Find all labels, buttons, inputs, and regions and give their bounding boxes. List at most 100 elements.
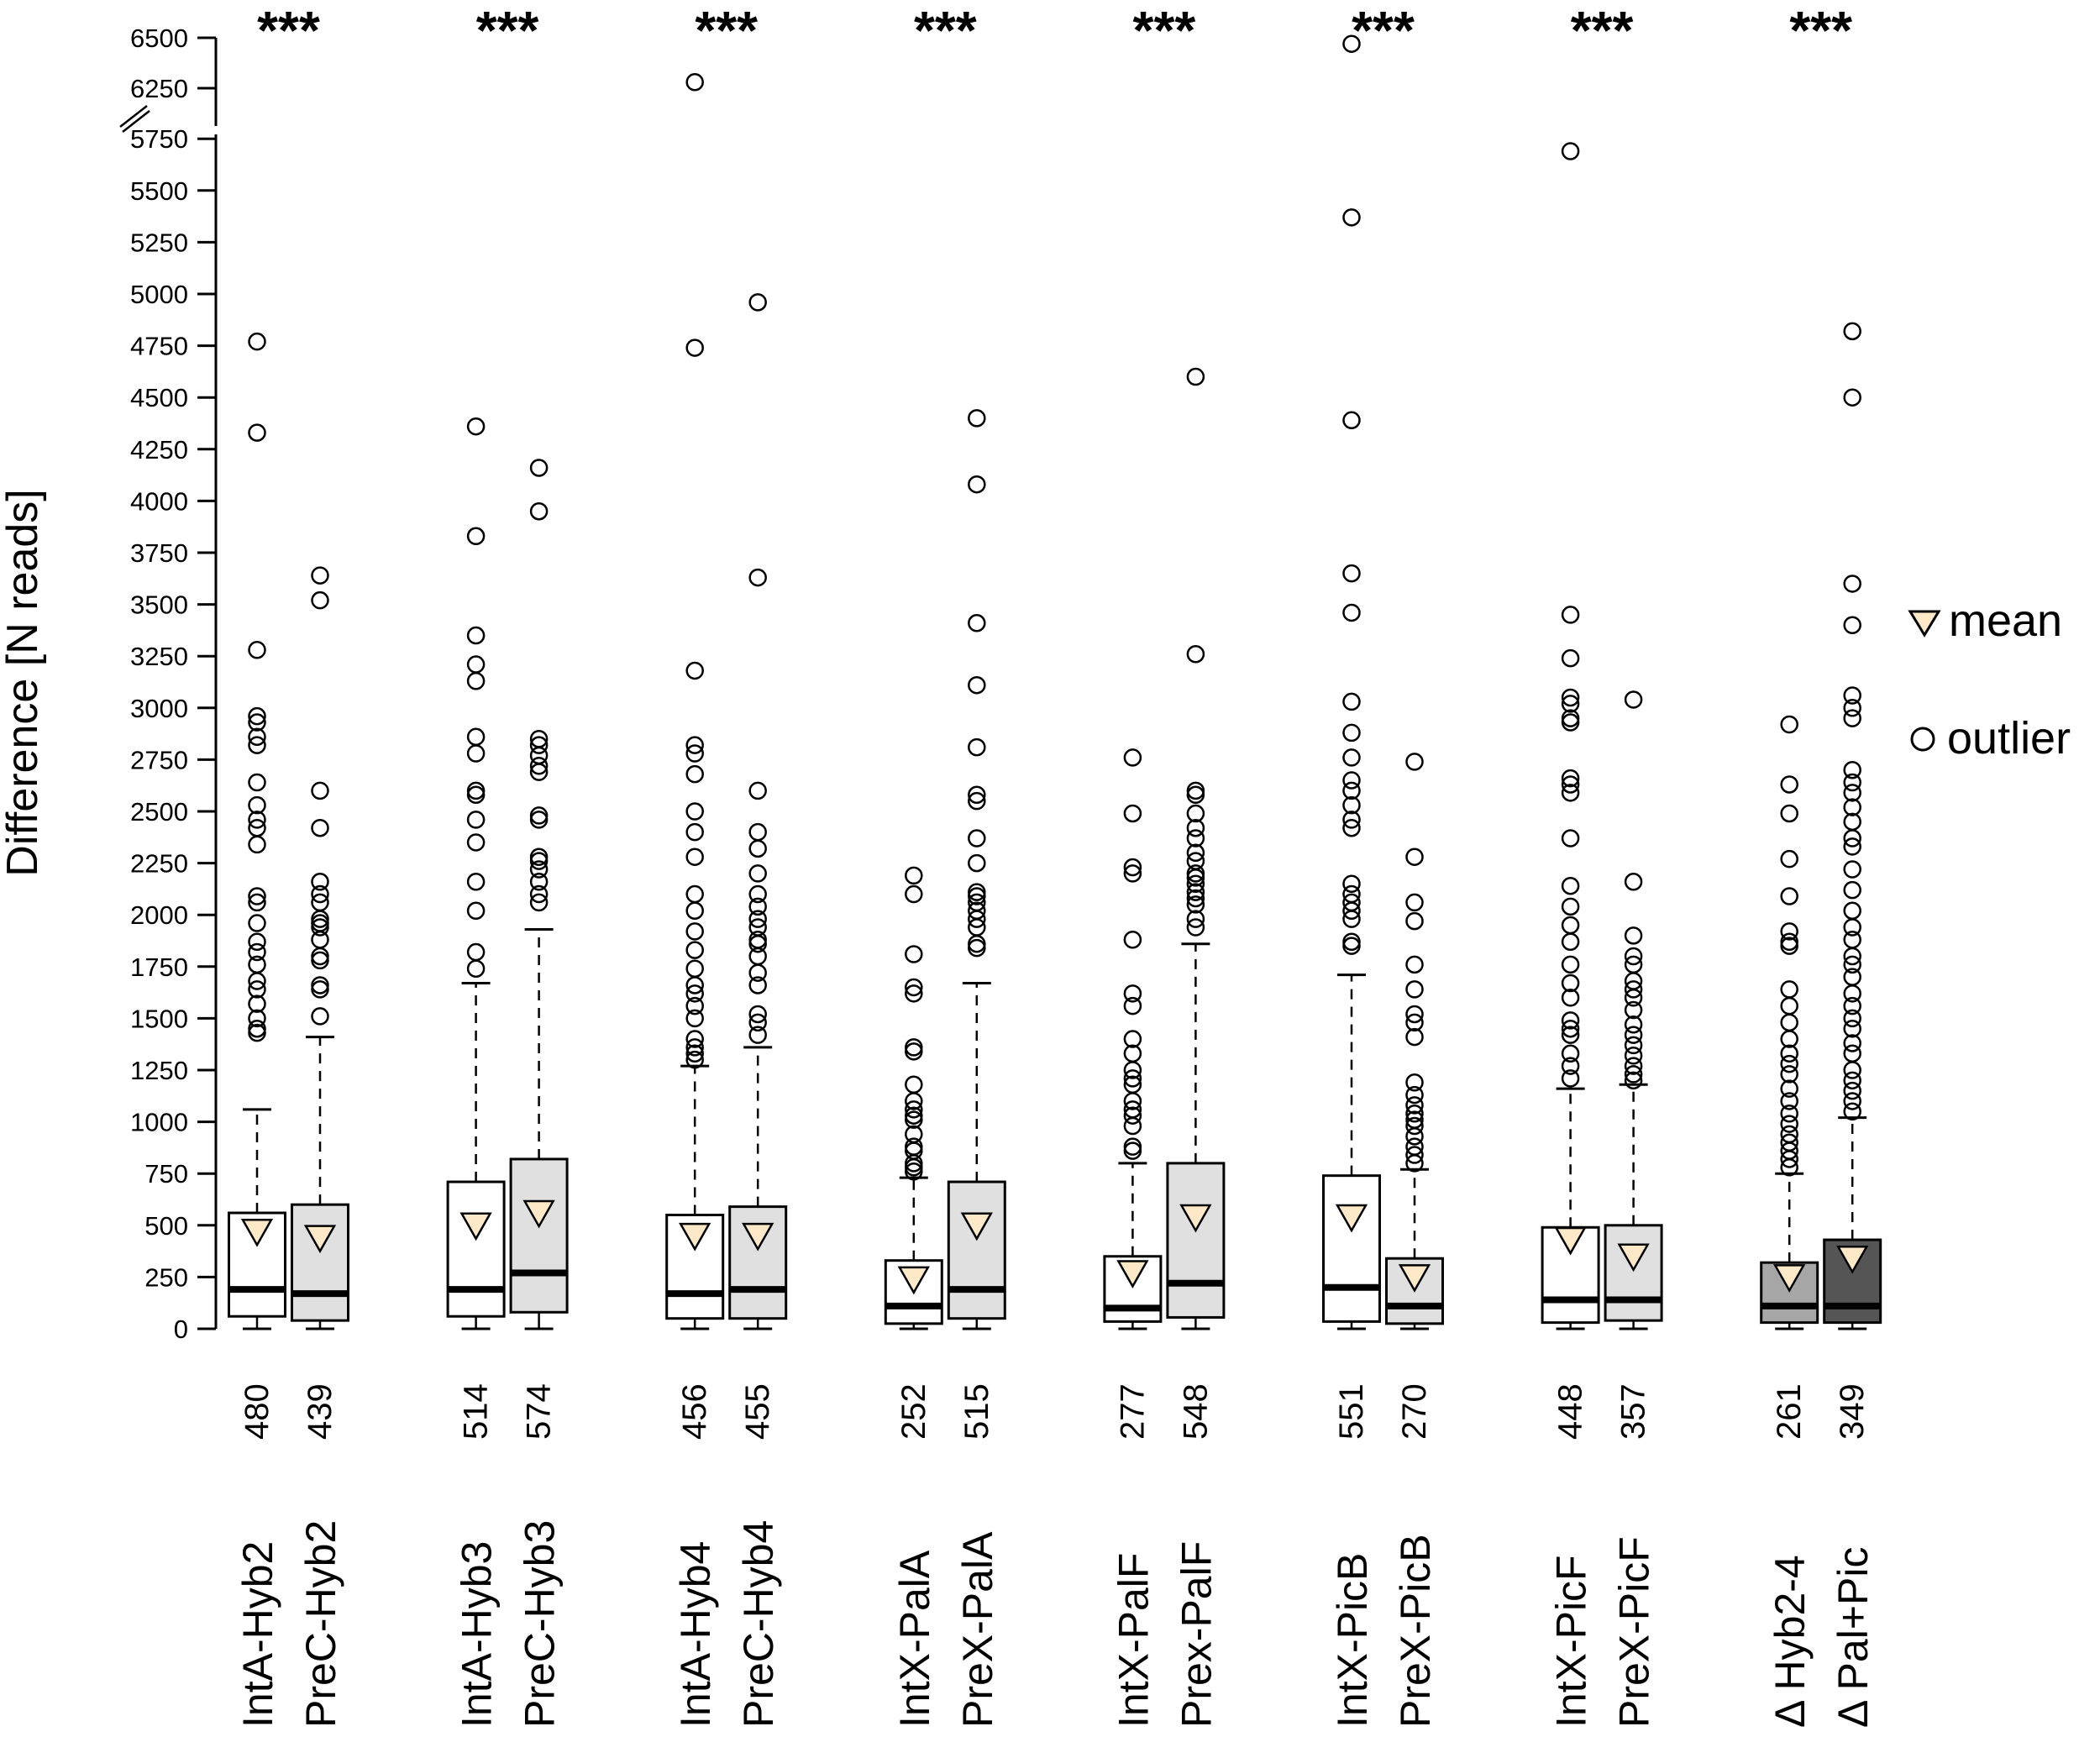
outlier-point [1123, 1061, 1142, 1079]
outlier-point [748, 1026, 767, 1044]
mean-marker [1773, 1264, 1806, 1293]
outlier-point [529, 860, 549, 879]
outlier-point [1624, 1036, 1643, 1055]
outlier-point [1624, 947, 1643, 966]
box-intx-pala: 252 IntX-PalA [884, 866, 943, 1728]
outlier-point [1780, 1079, 1798, 1098]
box-iqr [446, 1180, 506, 1318]
outlier-point [1342, 34, 1361, 53]
outlier-point [466, 901, 486, 921]
outlier-point [1843, 996, 1861, 1015]
category-label: IntA-Hyb3 [454, 1541, 501, 1728]
outlier-point [1624, 926, 1643, 945]
outlier-point [529, 501, 549, 521]
outlier-point [248, 994, 266, 1013]
outlier-point [1780, 887, 1798, 905]
outlier-point [685, 959, 704, 979]
outlier-point [1405, 1127, 1424, 1146]
outlier-point [1843, 1061, 1861, 1079]
outlier-point [1843, 1034, 1861, 1052]
outlier-point [1843, 773, 1861, 792]
outlier-point [311, 873, 329, 891]
outlier-point [1624, 980, 1643, 999]
outlier-point [685, 976, 704, 994]
mean-marker [1836, 1245, 1869, 1274]
significance-marker: *** [695, 0, 758, 60]
outlier-point [466, 417, 486, 436]
significance-marker: *** [1571, 0, 1634, 60]
outlier-point [1780, 1054, 1798, 1073]
category-label: IntX-PicB [1329, 1553, 1376, 1728]
significance-marker: *** [1352, 0, 1415, 60]
outlier-point [1624, 1015, 1643, 1034]
outlier-point [1123, 748, 1142, 767]
outlier-point [1405, 1104, 1424, 1123]
outlier-point [1405, 1013, 1424, 1032]
sample-count: 515 [958, 1383, 995, 1440]
outlier-point [1843, 798, 1861, 816]
outlier-point [529, 884, 549, 904]
outlier-point [1843, 1071, 1861, 1090]
y-tick-label: 3750 [130, 538, 188, 568]
box--pal-pic: 349 Δ Pal+Pic [1823, 322, 1882, 1728]
outlier-point [685, 764, 704, 784]
mean-marker [897, 1266, 930, 1295]
outlier-point [905, 978, 923, 997]
y-tick-label: 3250 [130, 642, 188, 671]
box-iqr [1322, 1174, 1381, 1323]
category-label: PreC-Hyb4 [735, 1520, 782, 1728]
sample-count: 551 [1333, 1383, 1370, 1440]
outlier-point [1186, 910, 1205, 928]
outlier-point [1405, 893, 1424, 912]
significance-marker: *** [476, 0, 539, 60]
y-tick-label: 1750 [130, 952, 188, 982]
outlier-point [685, 984, 704, 1003]
outlier-point [1561, 784, 1580, 802]
mean-marker [1554, 1226, 1587, 1256]
outlier-point [685, 941, 704, 959]
outlier-point [1186, 868, 1205, 887]
outlier-point [1342, 818, 1361, 837]
outlier-point [466, 655, 486, 674]
outlier-point [466, 833, 486, 852]
mean-marker [1335, 1204, 1368, 1233]
outlier-point [1780, 1013, 1798, 1032]
outlier-point [968, 675, 986, 695]
outlier-point [529, 459, 549, 477]
outlier-point [1186, 843, 1205, 863]
outlier-point [1843, 837, 1861, 856]
outlier-point [1123, 1092, 1142, 1110]
outlier-point [1843, 388, 1861, 407]
y-axis-label: Difference [N reads] [0, 489, 47, 876]
outlier-point [1561, 1011, 1580, 1030]
y-tick-label: 3000 [130, 694, 188, 723]
outlier-point [1123, 984, 1142, 1003]
outlier-point [1342, 910, 1361, 928]
outlier-point [1186, 818, 1205, 837]
outlier-point [905, 866, 923, 885]
outlier-point [1624, 1026, 1643, 1044]
box-prex-pala: 515 PreX-PalA [947, 409, 1006, 1728]
sample-count: 456 [676, 1383, 713, 1440]
outlier-point [1843, 1102, 1861, 1121]
outlier-point [1843, 760, 1861, 779]
outlier-point [1405, 980, 1424, 999]
box-iqr [291, 1203, 349, 1322]
outlier-point [1780, 1150, 1798, 1168]
outlier-point [1843, 1081, 1861, 1100]
outlier-point [466, 744, 486, 763]
y-tick-label: 5500 [130, 176, 188, 206]
outlier-point [311, 781, 329, 800]
outlier-point [248, 1009, 266, 1028]
outlier-point [1342, 937, 1361, 955]
box--hyb2-4: 261 Δ Hyb2-4 [1760, 715, 1819, 1728]
outlier-point [685, 73, 704, 92]
sample-count: 252 [895, 1383, 932, 1440]
outlier-point [968, 910, 986, 928]
outlier-point [1186, 889, 1205, 908]
category-label: IntA-Hyb4 [672, 1541, 719, 1728]
y-axis: 0 250 500 750 1000 1250 1500 1750 2000 2250 2500 27… [119, 24, 218, 1344]
outlier-point [1342, 901, 1361, 921]
outlier-point [1561, 973, 1580, 993]
outlier-point [248, 835, 266, 854]
